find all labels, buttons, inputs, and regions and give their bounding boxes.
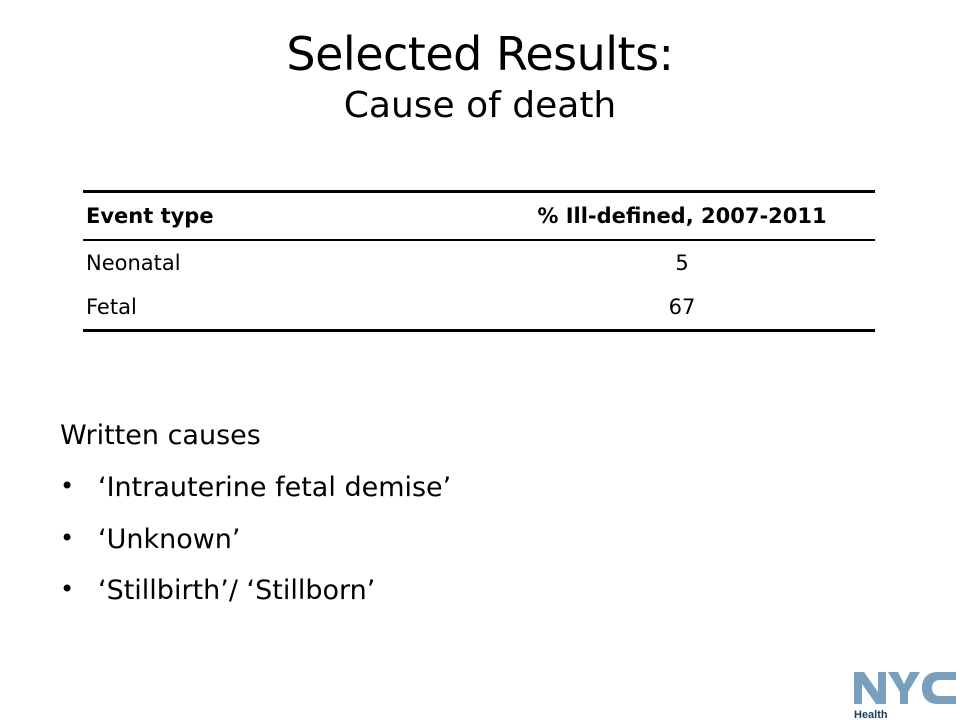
cell-event: Fetal: [83, 285, 489, 332]
bullet-icon: •: [60, 523, 75, 552]
table-row: Fetal 67: [83, 285, 875, 332]
logo-letter-y-shape: [888, 672, 920, 704]
bullet-icon: •: [60, 575, 75, 604]
causes-list: • ‘Intrauterine fetal demise’ • ‘Unknown…: [60, 473, 451, 606]
header-event-type: Event type: [83, 190, 489, 241]
section-heading: Written causes: [60, 420, 261, 451]
logo-caption: Health: [854, 709, 888, 720]
nyc-health-logo: Health: [854, 672, 956, 720]
table-header-row: Event type % Ill-defined, 2007-2011: [83, 190, 875, 241]
cell-event: Neonatal: [86, 251, 181, 275]
logo-letter-c-shape: [922, 672, 956, 704]
list-item-text: ‘Intrauterine fetal demise’: [98, 472, 452, 503]
results-table: Event type % Ill-defined, 2007-2011 Neon…: [83, 190, 875, 332]
cell-pct: 67: [489, 285, 875, 332]
logo-letter-n-shape: [854, 672, 886, 704]
slide-title: Selected Results: Cause of death: [0, 28, 960, 126]
list-item-text: ‘Stillbirth’/ ‘Stillborn’: [98, 575, 376, 607]
written-causes-section: Written causes • ‘Intrauterine fetal dem…: [60, 420, 451, 628]
bullet-icon: •: [60, 472, 75, 500]
title-main: Selected Results:: [286, 27, 674, 81]
table-row: Neonatal 5: [83, 240, 875, 285]
header-pct-ill-defined: % Ill-defined, 2007-2011: [489, 190, 875, 241]
list-item: • ‘Stillbirth’/ ‘Stillborn’: [60, 576, 451, 606]
list-item: • ‘Unknown’: [60, 523, 451, 555]
list-item: • ‘Intrauterine fetal demise’: [60, 473, 451, 503]
cell-pct: 5: [675, 251, 689, 275]
list-item-text: ‘Unknown’: [98, 523, 241, 555]
title-subtitle: Cause of death: [343, 84, 617, 126]
